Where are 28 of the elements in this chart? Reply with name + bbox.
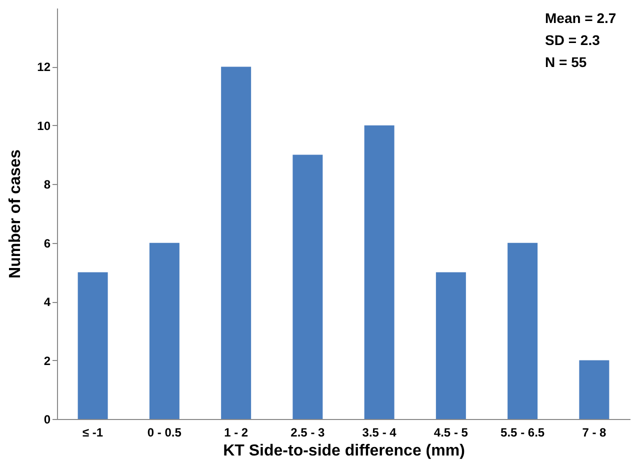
y-axis-title: Number of cases [7,149,24,278]
bar [149,242,180,419]
x-tick-label: 0 - 0.5 [147,426,182,440]
annotation: Mean = 2.7 [545,10,616,26]
y-tick-label: 6 [44,236,51,250]
y-tick-label: 4 [44,295,51,310]
annotation: SD = 2.3 [545,32,600,48]
y-tick-label: 0 [44,412,51,426]
y-tick-label: 2 [44,354,51,368]
x-tick-label: 1 - 2 [224,426,248,440]
x-tick-label: 4.5 - 5 [434,426,468,440]
x-tick-label: 7 - 8 [582,426,607,440]
y-tick-label: 12 [37,60,51,74]
x-axis-title: KT Side-to-side difference (mm) [223,442,465,460]
x-tick-label: 3.5 - 4 [362,426,397,440]
bar [436,272,466,419]
x-tick-label: 5.5 - 6.5 [500,426,545,440]
bar [364,125,394,419]
y-tick-label: 8 [44,178,51,192]
x-tick-label: ≤ -1 [82,426,104,440]
y-tick-label: 10 [37,118,51,133]
annotation: N = 55 [545,54,587,70]
bar [78,272,108,419]
bar [292,154,323,419]
bar [508,242,538,419]
x-tick-label: 2.5 - 3 [290,426,326,440]
bar [221,66,252,419]
bar [579,360,610,419]
